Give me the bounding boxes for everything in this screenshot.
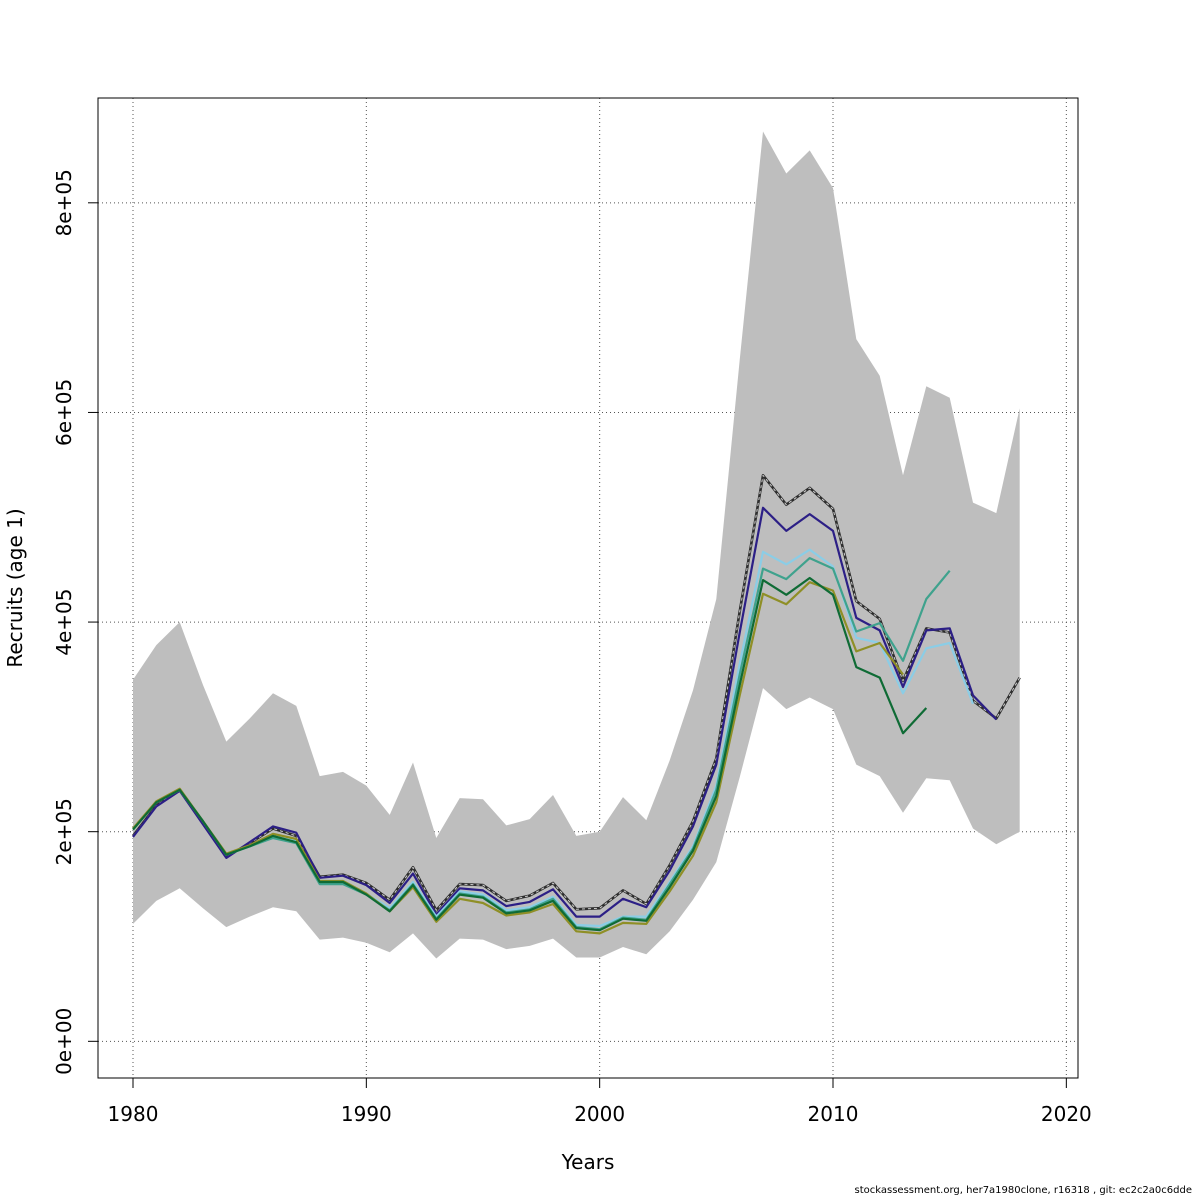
y-tick-label-1: 2e+05 — [52, 798, 76, 865]
x-axis-title: Years — [561, 1150, 615, 1174]
series-lines — [131, 473, 1021, 935]
y-tick-label-4: 8e+05 — [52, 169, 76, 236]
x-tick-label-4: 2020 — [1041, 1102, 1092, 1126]
y-tick-label-2: 4e+05 — [52, 588, 76, 655]
x-tick-label-3: 2010 — [808, 1102, 859, 1126]
series-line-3 — [132, 556, 951, 931]
confidence-band — [133, 131, 1020, 959]
confidence-band-area — [133, 131, 1020, 959]
series-line-1 — [132, 506, 998, 918]
y-tick-label-0: 0e+00 — [52, 1008, 76, 1075]
plot-frame — [97, 97, 1079, 1079]
footer-credit: stockassessment.org, her7a1980clone, r16… — [854, 1185, 1192, 1196]
x-tick-label-2: 2000 — [574, 1102, 625, 1126]
series-line-5 — [132, 576, 928, 932]
axes: 1980 1990 2000 2010 2020 0e+00 2e+05 4e+05 6e+05… — [52, 169, 1092, 1126]
y-axis-title: Recruits (age 1) — [3, 508, 27, 667]
x-tick-label-1: 1990 — [341, 1102, 392, 1126]
x-tick-label-0: 1980 — [108, 1102, 159, 1126]
series-line-0-dash — [132, 474, 1021, 911]
y-tick-label-3: 6e+05 — [52, 379, 76, 446]
series-line-4 — [132, 581, 904, 935]
